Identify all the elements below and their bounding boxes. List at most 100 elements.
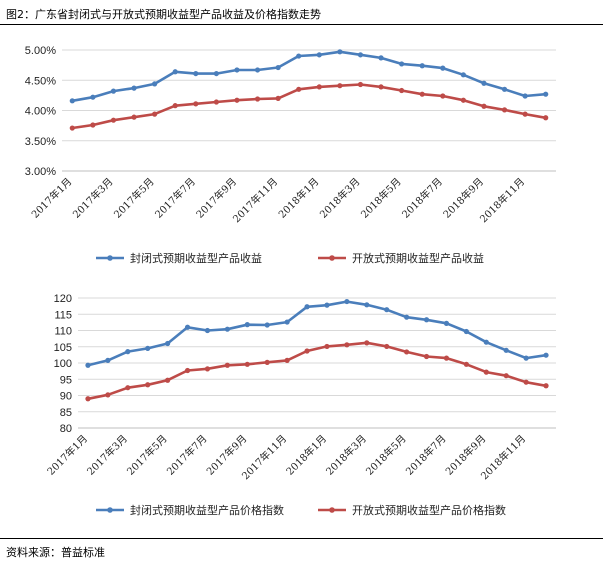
price-y-tick-label: 115 (54, 309, 72, 321)
price-series-2-point (184, 367, 191, 374)
price-series-1-point (443, 320, 450, 326)
price-series-2-point (463, 361, 469, 367)
yield-series-line-1 (71, 50, 548, 103)
price-y-tick-label: 120 (54, 293, 72, 305)
price-series-2-point (264, 359, 270, 365)
bottom-rule (0, 538, 603, 539)
price-series-1-point (523, 355, 529, 361)
price-x-tick-label: 2017年3月 (84, 432, 130, 478)
price-series-1-point (423, 317, 430, 323)
yield-x-tick-label: 2018年1月 (276, 175, 322, 221)
yield-x-tick-label: 2018年3月 (317, 175, 363, 221)
price-x-tick-label: 2017年7月 (164, 432, 210, 478)
yield-series-2-point (131, 114, 137, 120)
price-series-1-point (324, 302, 330, 308)
price-series-1-point (463, 328, 469, 335)
price-series-1-point (344, 298, 350, 305)
price-series-2-point (204, 366, 211, 372)
yield-series-1-point (419, 63, 425, 69)
price-series-1-point (264, 322, 270, 328)
yield-x-tick-label: 2018年7月 (399, 175, 445, 221)
price-x-tick-label: 2018年5月 (363, 432, 409, 478)
price-series-2-point (503, 373, 509, 379)
price-series-2-point (483, 369, 489, 375)
yield-series-1-point (234, 67, 240, 73)
price-legend-marker-1 (107, 507, 113, 513)
yield-series-2-point (110, 117, 117, 123)
price-x-tick-label: 2017年1月 (44, 432, 90, 478)
price-series-line-2 (86, 341, 548, 401)
yield-x-tick-label: 2017年9月 (193, 175, 239, 221)
price-y-tick-label: 80 (60, 423, 72, 435)
price-series-1-point (85, 362, 91, 368)
price-series-2-point (523, 379, 529, 385)
yield-series-1-point (254, 67, 261, 73)
yield-x-tick-label: 2017年5月 (111, 175, 157, 221)
price-series-1-point (105, 357, 111, 363)
price-series-2-point (165, 377, 171, 383)
yield-legend-label-2: 开放式预期收益型产品收益 (352, 251, 484, 265)
yield-series-1-point (501, 86, 508, 92)
yield-series-2-point (501, 107, 508, 113)
price-series-2-point (543, 383, 549, 389)
price-series-line-1 (86, 300, 548, 367)
price-series-2-point (125, 385, 131, 391)
price-legend-label-2: 开放式预期收益型产品价格指数 (352, 503, 506, 517)
yield-series-1-point (275, 64, 281, 71)
price-series-1-point (145, 345, 151, 351)
price-series-2-point (304, 348, 310, 354)
yield-series-1-point (152, 81, 158, 87)
yield-series-1-point (172, 69, 178, 75)
yield-y-tick-label: 4.50% (25, 75, 56, 87)
top-rule (0, 24, 603, 25)
yield-series-2-point (275, 95, 281, 101)
yield-series-2-point (254, 96, 261, 102)
price-series-1-point (224, 326, 230, 332)
yield-series-2-point (69, 125, 75, 131)
price-series-1-point (184, 324, 191, 330)
yield-series-2-point (481, 103, 487, 109)
price-series-2-point (423, 353, 430, 360)
yield-series-1-point (460, 72, 466, 78)
yield-series-2-point (419, 91, 425, 97)
price-series-2-point (364, 340, 370, 346)
yield-series-line-2 (71, 83, 548, 130)
source-note: 资料来源：普益标准 (6, 546, 105, 559)
yield-series-1-point (110, 88, 117, 94)
price-y-tick-label: 105 (54, 342, 72, 354)
price-x-tick-label: 2018年3月 (323, 432, 369, 478)
yield-x-tick-label: 2018年9月 (440, 175, 486, 221)
price-series-1-point (125, 349, 131, 355)
price-x-tick-label: 2018年1月 (283, 432, 329, 478)
yield-series-2-point (460, 97, 466, 103)
price-series-2-point (145, 382, 151, 388)
yield-series-1-point (213, 70, 219, 77)
yield-series-1-point (296, 53, 302, 59)
yield-series-2-point (316, 84, 322, 90)
price-series-1-point (384, 307, 390, 313)
price-index-chart: 808590951001051101151202017年1月2017年3月201… (44, 293, 556, 517)
price-series-2-point (443, 355, 450, 361)
price-series-1-point (165, 340, 171, 347)
yield-series-2-point (337, 83, 343, 89)
price-series-2-point (324, 343, 330, 350)
price-x-tick-label: 2018年7月 (403, 432, 449, 478)
yield-series-2-point (440, 93, 446, 99)
yield-x-tick-label: 2017年3月 (70, 175, 116, 221)
yield-series-1-point (131, 85, 137, 91)
price-series-1-point (404, 314, 410, 320)
yield-x-tick-label: 2017年1月 (29, 175, 75, 221)
yield-legend-marker-1 (107, 255, 113, 261)
yield-series-2-point (357, 81, 364, 88)
price-y-tick-label: 100 (54, 358, 72, 370)
price-series-1-point (284, 319, 290, 325)
price-legend-label-1: 封闭式预期收益型产品价格指数 (130, 503, 284, 517)
yield-series-1-point (378, 55, 384, 61)
yield-legend-marker-2 (329, 255, 335, 261)
yield-series-1-point (543, 91, 549, 97)
yield-chart: 3.00%3.50%4.00%4.50%5.00%2017年1月2017年3月2… (25, 45, 556, 265)
price-series-1-point (364, 302, 370, 308)
price-y-tick-label: 90 (60, 391, 72, 403)
yield-series-1-point (69, 98, 75, 104)
yield-y-tick-label: 3.50% (25, 136, 56, 148)
